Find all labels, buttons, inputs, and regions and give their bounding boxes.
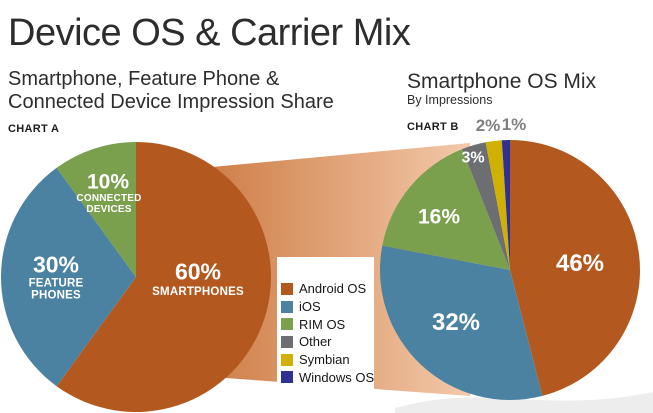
slice-pct-smartphones: 60% xyxy=(174,258,222,285)
legend-label-symbian: Symbian xyxy=(299,352,350,368)
legend-swatch-ios xyxy=(281,300,293,313)
pie-slice-other xyxy=(462,142,510,270)
legend-swatch-symbian xyxy=(281,353,293,366)
legend: Android OS iOS RIM OS Other Symbian Wind… xyxy=(277,257,374,393)
slice-pct-ios: 32% xyxy=(431,309,481,337)
slice-pct-feature-phones: 30% xyxy=(32,251,80,278)
legend-item-android: Android OS xyxy=(281,280,374,298)
chart-a-subtitle-line1: Smartphone, Feature Phone & xyxy=(8,68,280,90)
pie-chart-a xyxy=(0,142,272,413)
legend-label-ios: iOS xyxy=(299,299,321,315)
slice-pct-windows: 1% xyxy=(501,114,527,134)
legend-swatch-other xyxy=(281,335,293,348)
legend-item-ios: iOS xyxy=(281,298,374,316)
pie-slice-ios xyxy=(379,245,543,401)
legend-item-windows: Windows OS xyxy=(281,368,374,386)
slice-name-smartphones: SMARTPHONES xyxy=(152,285,244,298)
right-pie-shadow xyxy=(395,392,653,413)
slice-pct-other: 3% xyxy=(461,149,485,167)
legend-swatch-android xyxy=(281,282,293,295)
slice-pct-connected-devices: 10% xyxy=(86,170,130,194)
pie-slice-symbian xyxy=(485,140,510,270)
slice-name-connected-devices: CONNECTED DEVICES xyxy=(76,193,142,215)
legend-item-rim: RIM OS xyxy=(281,315,374,333)
slice-pct-android: 46% xyxy=(555,250,605,278)
slice-name-feature-phones: FEATURE PHONES xyxy=(28,277,84,302)
legend-label-android: Android OS xyxy=(299,281,367,297)
legend-label-rim: RIM OS xyxy=(299,316,346,332)
chart-b-subtitle2: By Impressions xyxy=(407,93,493,107)
legend-label-windows: Windows OS xyxy=(299,369,375,385)
pie-slice-connected-devices xyxy=(56,142,137,277)
pie-slice-windows-os xyxy=(501,140,510,270)
chart-a-subtitle-line2: Connected Device Impression Share xyxy=(8,90,334,113)
chart-a-subtitle: Smartphone, Feature Phone & Connected De… xyxy=(8,68,334,114)
slice-pct-rim: 16% xyxy=(417,205,461,229)
legend-swatch-rim xyxy=(281,318,293,331)
chart-b-subtitle: Smartphone OS Mix xyxy=(407,70,597,93)
slice-pct-symbian: 2% xyxy=(475,115,501,135)
pie-slice-feature-phones xyxy=(0,167,137,387)
pie-slice-rim-os xyxy=(382,149,510,270)
chart-a-label: CHART A xyxy=(8,123,60,135)
page-title: Device OS & Carrier Mix xyxy=(8,12,411,54)
pie-chart-b xyxy=(379,140,641,401)
pie-slice-android-os xyxy=(510,140,641,396)
chart-b-label: CHART B xyxy=(407,121,459,133)
legend-label-other: Other xyxy=(299,334,332,350)
legend-item-other: Other xyxy=(281,333,374,351)
legend-item-symbian: Symbian xyxy=(281,351,374,369)
legend-swatch-windows xyxy=(281,371,293,384)
pie-slice-smartphones xyxy=(56,142,272,413)
